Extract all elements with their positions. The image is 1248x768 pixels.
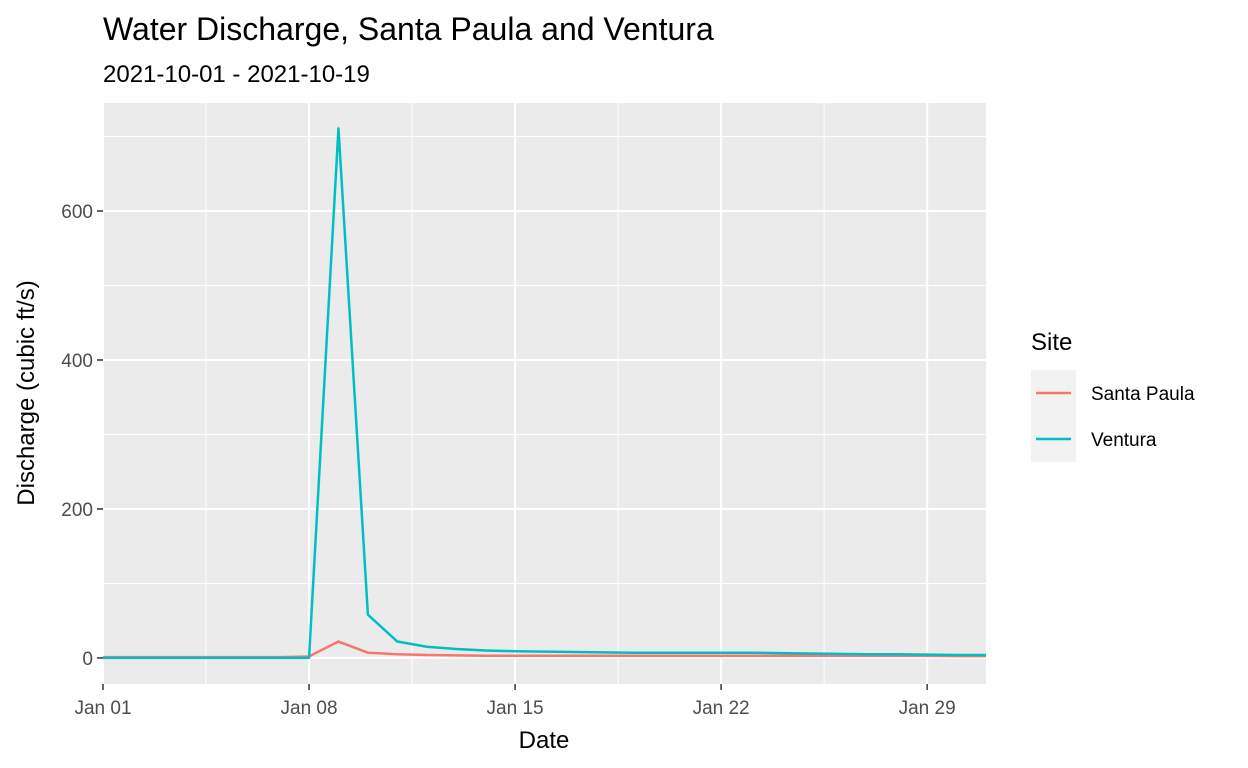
legend-label-ventura: Ventura (1091, 430, 1157, 451)
x-tick-label: Jan 08 (281, 698, 338, 719)
y-tick-label: 400 (61, 351, 93, 372)
series-line-ventura (103, 127, 986, 660)
y-axis: 0 200 400 600 (61, 202, 103, 670)
y-tick-label: 200 (61, 500, 93, 521)
plot-panel (103, 103, 986, 684)
chart-title: Water Discharge, Santa Paula and Ventura (103, 11, 714, 47)
x-tick-label: Jan 22 (693, 698, 750, 719)
legend: Site Santa Paula Ventura (1031, 329, 1195, 462)
x-tick-label: Jan 29 (899, 698, 956, 719)
grid-minor (103, 103, 986, 684)
y-axis-title: Discharge (cubic ft/s) (13, 280, 40, 505)
y-tick-label: 0 (82, 649, 93, 670)
series-lines (103, 127, 986, 660)
x-axis-title: Date (519, 727, 570, 754)
legend-title: Site (1031, 329, 1072, 356)
chart-subtitle: 2021-10-01 - 2021-10-19 (103, 61, 370, 88)
x-axis: Jan 01 Jan 08 Jan 15 Jan 22 Jan 29 (74, 684, 956, 719)
x-tick-label: Jan 15 (487, 698, 544, 719)
y-tick-label: 600 (61, 202, 93, 223)
x-tick-label: Jan 01 (74, 698, 131, 719)
legend-key-background (1031, 370, 1076, 462)
legend-label-santa-paula: Santa Paula (1091, 384, 1195, 405)
